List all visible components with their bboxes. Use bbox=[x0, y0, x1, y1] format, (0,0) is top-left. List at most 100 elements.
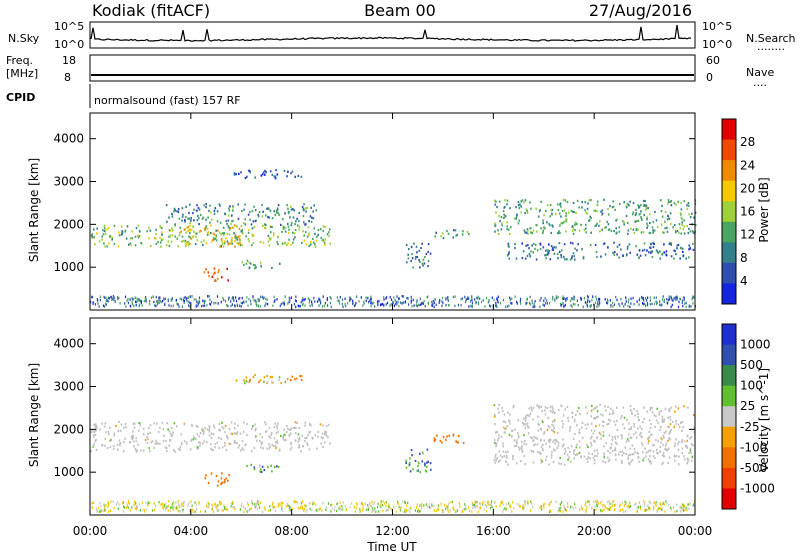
echo-mark bbox=[508, 422, 511, 425]
echo-mark bbox=[167, 298, 169, 301]
echo-mark bbox=[630, 426, 633, 429]
echo-mark bbox=[547, 249, 549, 252]
echo-mark bbox=[168, 444, 171, 447]
echo-mark bbox=[262, 297, 264, 300]
echo-mark bbox=[535, 258, 538, 261]
echo-mark bbox=[419, 452, 421, 455]
echo-mark bbox=[688, 451, 690, 454]
echo-mark bbox=[125, 426, 127, 429]
echo-mark bbox=[576, 199, 579, 202]
echo-mark bbox=[204, 228, 207, 231]
echo-mark bbox=[616, 298, 618, 302]
echo-mark bbox=[514, 295, 516, 298]
colorbar-segment bbox=[722, 242, 736, 264]
echo-mark bbox=[572, 507, 574, 510]
echo-mark bbox=[195, 304, 197, 307]
echo-mark bbox=[681, 221, 683, 224]
echo-mark bbox=[195, 298, 197, 301]
echo-mark bbox=[374, 305, 376, 308]
echo-mark bbox=[410, 259, 412, 263]
echo-mark bbox=[595, 508, 597, 511]
echo-mark bbox=[131, 297, 133, 300]
echo-mark bbox=[304, 436, 307, 440]
echo-mark bbox=[168, 304, 170, 307]
echo-mark bbox=[584, 201, 587, 204]
echo-mark bbox=[379, 504, 381, 508]
echo-mark bbox=[661, 418, 664, 421]
echo-mark bbox=[652, 241, 654, 245]
echo-mark bbox=[656, 448, 658, 451]
echo-mark bbox=[474, 298, 476, 301]
echo-mark bbox=[330, 510, 332, 513]
echo-mark bbox=[118, 503, 120, 506]
echo-mark bbox=[306, 235, 309, 238]
echo-mark bbox=[220, 482, 223, 485]
echo-mark bbox=[161, 233, 163, 236]
echo-mark bbox=[261, 436, 264, 439]
echo-mark bbox=[458, 502, 460, 505]
echo-mark bbox=[635, 245, 637, 248]
echo-mark bbox=[286, 378, 289, 381]
echo-mark bbox=[681, 247, 684, 250]
echo-mark bbox=[609, 419, 612, 422]
echo-mark bbox=[198, 501, 200, 504]
echo-mark bbox=[560, 222, 562, 225]
echo-mark bbox=[205, 268, 207, 271]
echo-mark bbox=[171, 229, 174, 232]
echo-mark bbox=[321, 509, 323, 512]
echo-mark bbox=[244, 203, 246, 206]
echo-mark bbox=[603, 454, 605, 457]
echo-mark bbox=[282, 301, 284, 305]
echo-mark bbox=[228, 209, 231, 212]
echo-mark bbox=[555, 213, 557, 216]
echo-mark bbox=[552, 460, 555, 463]
echo-mark bbox=[124, 295, 127, 299]
echo-mark bbox=[386, 296, 388, 299]
echo-mark bbox=[228, 427, 231, 431]
echo-mark bbox=[266, 380, 269, 384]
echo-mark bbox=[135, 300, 138, 304]
echo-mark bbox=[546, 428, 549, 431]
echo-mark bbox=[424, 464, 426, 467]
echo-mark bbox=[269, 508, 271, 512]
echo-mark bbox=[675, 253, 677, 256]
echo-mark bbox=[599, 433, 602, 436]
echo-mark bbox=[560, 304, 562, 307]
echo-mark bbox=[165, 447, 168, 450]
echo-mark bbox=[660, 223, 663, 226]
echo-mark bbox=[213, 233, 216, 236]
echo-mark bbox=[264, 169, 266, 172]
echo-mark bbox=[172, 431, 174, 434]
echo-mark bbox=[682, 506, 684, 509]
colorbar-tick-label: 1000 bbox=[740, 338, 771, 352]
echo-mark bbox=[427, 243, 430, 246]
echo-mark bbox=[641, 249, 644, 252]
echo-mark bbox=[304, 507, 306, 511]
echo-mark bbox=[303, 221, 305, 224]
echo-mark bbox=[530, 250, 532, 253]
echo-mark bbox=[290, 243, 292, 246]
echo-mark bbox=[629, 502, 631, 505]
echo-mark bbox=[127, 500, 130, 503]
echo-mark bbox=[497, 295, 499, 299]
echo-mark bbox=[446, 505, 448, 508]
echo-mark bbox=[627, 203, 630, 206]
echo-mark bbox=[675, 419, 677, 422]
echo-mark bbox=[361, 502, 363, 506]
echo-mark bbox=[297, 506, 299, 510]
echo-mark bbox=[407, 501, 409, 505]
echo-mark bbox=[307, 434, 309, 437]
echo-mark bbox=[480, 300, 483, 304]
echo-mark bbox=[501, 406, 503, 410]
echo-mark bbox=[645, 297, 647, 300]
echo-mark bbox=[445, 303, 447, 307]
echo-mark bbox=[421, 505, 423, 508]
echo-mark bbox=[177, 208, 180, 211]
echo-mark bbox=[372, 507, 374, 510]
echo-mark bbox=[221, 446, 224, 449]
echo-mark bbox=[624, 303, 626, 306]
echo-mark bbox=[240, 225, 243, 228]
echo-mark bbox=[264, 173, 266, 176]
echo-mark bbox=[171, 215, 174, 218]
